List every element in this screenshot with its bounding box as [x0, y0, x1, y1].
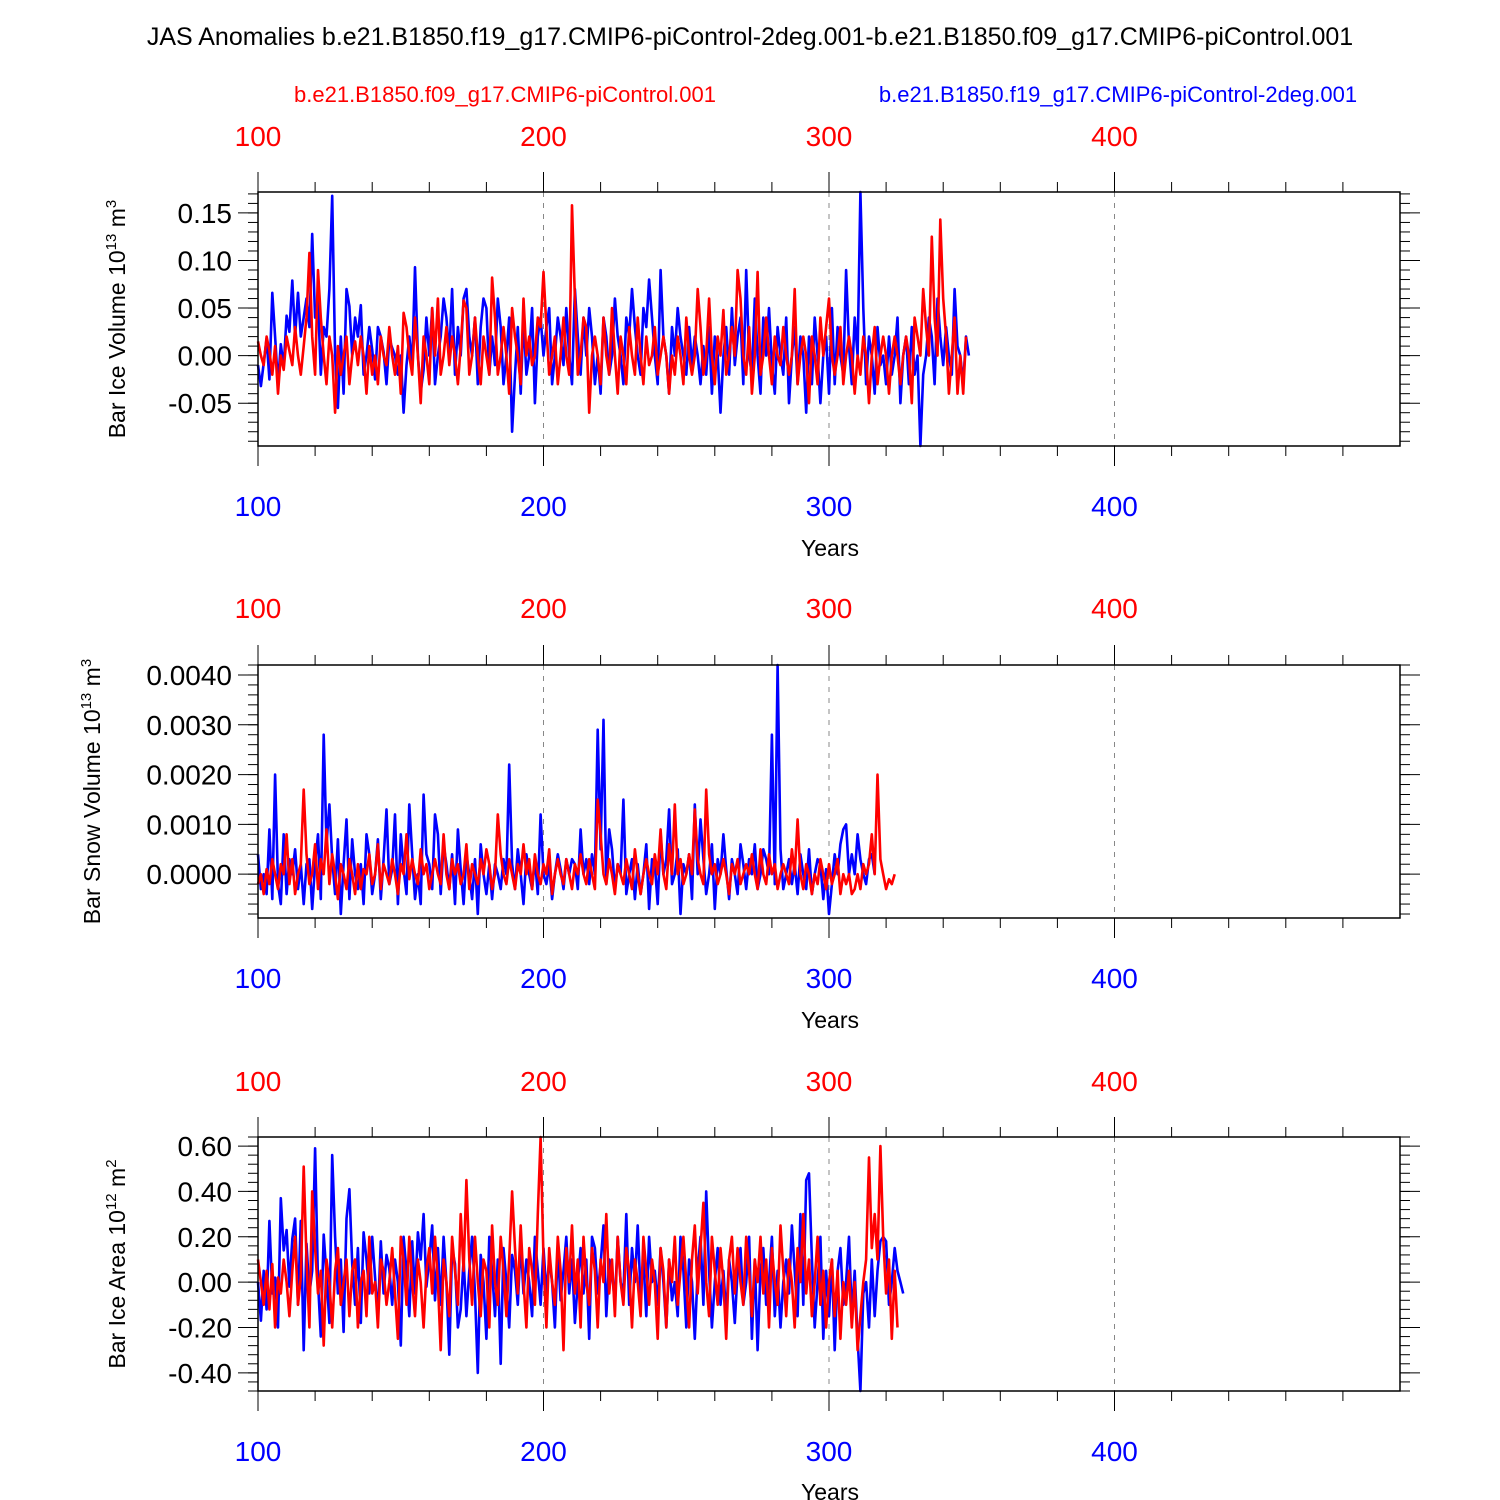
- y-tick-label: 0.15: [178, 198, 233, 229]
- y-tick-label: 0.0010: [146, 809, 232, 840]
- y-tick-label: 0.0040: [146, 660, 232, 691]
- y-tick-label: 0.20: [178, 1222, 233, 1253]
- y-tick-label: 0.00: [178, 341, 233, 372]
- bottom-tick-label: 200: [520, 963, 567, 994]
- top-tick-label: 100: [235, 1066, 282, 1097]
- figure-title: JAS Anomalies b.e21.B1850.f19_g17.CMIP6-…: [147, 23, 1353, 51]
- series-line: [256, 773, 896, 901]
- y-tick-label: 0.0030: [146, 710, 232, 741]
- y-tick-label: -0.20: [168, 1313, 232, 1344]
- bottom-tick-label: 300: [806, 963, 853, 994]
- top-tick-label: 400: [1091, 121, 1138, 152]
- x-axis-label: Years: [801, 1007, 859, 1033]
- y-axis-label: Bar Snow Volume 1013 m3: [78, 659, 105, 924]
- top-tick-label: 300: [806, 1066, 853, 1097]
- legend-blue-case: b.e21.B1850.f19_g17.CMIP6-piControl-2deg…: [879, 82, 1357, 107]
- y-tick-label: 0.10: [178, 245, 233, 276]
- series-line: [256, 204, 968, 415]
- bottom-tick-label: 400: [1091, 491, 1138, 522]
- y-tick-label: 0.40: [178, 1176, 233, 1207]
- panel-3: 100 200 300 400 100 200 300 400 Years -0.40 -0.20 0…: [103, 1066, 1420, 1500]
- top-tick-label: 400: [1091, 1066, 1138, 1097]
- y-tick-label: -0.40: [168, 1358, 232, 1389]
- y-tick-label: 0.60: [178, 1131, 233, 1162]
- bottom-tick-label: 400: [1091, 963, 1138, 994]
- series-line: [256, 663, 876, 916]
- bottom-tick-label: 400: [1091, 1436, 1138, 1467]
- y-tick-label: 0.00: [178, 1267, 233, 1298]
- y-axis-label: Bar Ice Area 1012 m2: [103, 1159, 130, 1368]
- series-line: [256, 1135, 899, 1352]
- x-axis-label: Years: [801, 1479, 859, 1500]
- top-tick-label: 300: [806, 593, 853, 624]
- legend-red-case: b.e21.B1850.f09_g17.CMIP6-piControl.001: [294, 82, 716, 107]
- top-tick-label: 300: [806, 121, 853, 152]
- bottom-tick-label: 300: [806, 491, 853, 522]
- panel-1: 100 200 300 400 100 200 300 400 Years -0.05 0.00 0.…: [103, 121, 1420, 561]
- bottom-tick-label: 200: [520, 1436, 567, 1467]
- top-tick-label: 100: [235, 121, 282, 152]
- top-tick-label: 100: [235, 593, 282, 624]
- bottom-tick-label: 200: [520, 491, 567, 522]
- x-axis-label: Years: [801, 535, 859, 561]
- top-tick-label: 400: [1091, 593, 1138, 624]
- bottom-tick-label: 100: [235, 491, 282, 522]
- y-tick-label: 0.0020: [146, 760, 232, 791]
- top-tick-label: 200: [520, 121, 567, 152]
- panel-2: 100 200 300 400 100 200 300 400 Years 0.0000 0.001…: [78, 593, 1420, 1033]
- y-tick-label: 0.0000: [146, 859, 232, 890]
- y-axis-label: Bar Ice Volume 1013 m3: [103, 200, 130, 439]
- y-tick-label: 0.05: [178, 293, 233, 324]
- top-tick-label: 200: [520, 593, 567, 624]
- top-tick-label: 200: [520, 1066, 567, 1097]
- bottom-tick-label: 100: [235, 963, 282, 994]
- y-tick-label: -0.05: [168, 388, 232, 419]
- bottom-tick-label: 100: [235, 1436, 282, 1467]
- bottom-tick-label: 300: [806, 1436, 853, 1467]
